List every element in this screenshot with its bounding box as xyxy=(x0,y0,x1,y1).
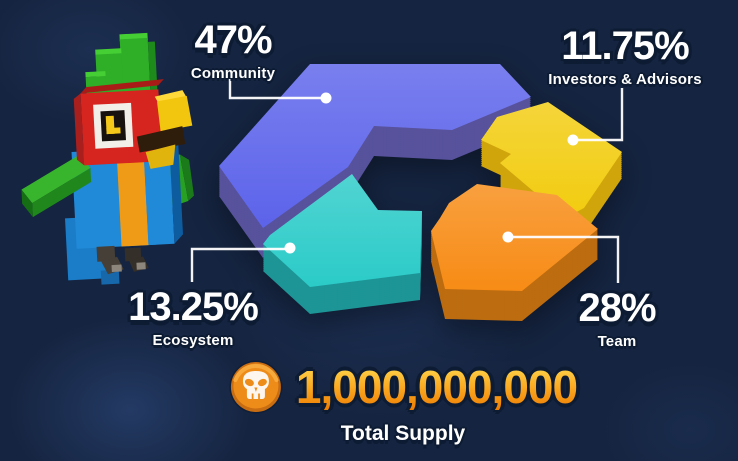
team-percent: 28% xyxy=(578,286,656,330)
parrot-mascot-image xyxy=(21,32,194,285)
label-community: 47% Community xyxy=(191,20,275,82)
label-team: 28% Team xyxy=(578,286,656,350)
connector-line-team xyxy=(508,235,620,283)
parrot-crest xyxy=(85,32,158,98)
parrot-eye xyxy=(93,102,134,149)
investors-percent: 11.75% xyxy=(561,24,689,68)
connector-dots xyxy=(284,92,579,254)
team-name: Team xyxy=(597,333,637,350)
parrot-body xyxy=(71,140,183,249)
connector-dot-investors xyxy=(567,134,579,146)
connector-line-ecosystem xyxy=(190,247,290,282)
total-supply-amount: 1,000,000,000 xyxy=(295,361,578,413)
total-supply-caption: Total Supply xyxy=(340,422,466,445)
skull-coin-icon xyxy=(229,360,283,414)
connector-line-community xyxy=(228,78,326,100)
parrot-beak xyxy=(136,90,193,169)
parrot-feet xyxy=(96,245,149,275)
connector-line-investors xyxy=(573,88,624,142)
label-investors: 11.75% Investors & Advisors xyxy=(548,26,702,88)
parrot-left-wing xyxy=(21,154,92,218)
total-supply: 1,000,000,000 Total Supply xyxy=(229,360,578,446)
connector-dot-team xyxy=(502,231,514,243)
ecosystem-name: Ecosystem xyxy=(152,332,234,349)
donut-chart xyxy=(219,64,622,321)
community-name: Community xyxy=(190,65,276,82)
chart-segment-team xyxy=(431,184,598,321)
connector-dot-ecosystem xyxy=(284,242,296,254)
ecosystem-percent: 13.25% xyxy=(128,285,259,329)
investors-name: Investors & Advisors xyxy=(548,71,702,88)
chart-segment-ecosystem xyxy=(263,174,422,314)
connector-dot-community xyxy=(320,92,332,104)
community-percent: 47% xyxy=(194,18,272,62)
label-ecosystem: 13.25% Ecosystem xyxy=(128,285,259,349)
connector-lines xyxy=(190,78,624,283)
